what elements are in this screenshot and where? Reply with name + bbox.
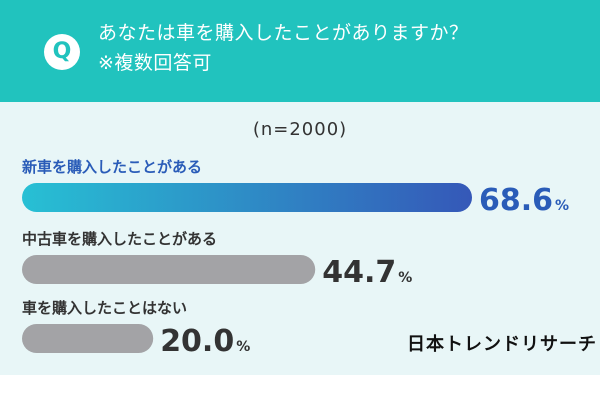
category-label: 新車を購入したことがある [22, 158, 202, 176]
brand-logo: 日本トレンドリサーチ [407, 334, 597, 355]
category-label: 車を購入したことはない [22, 299, 187, 317]
value-label: 68.6% [479, 183, 569, 218]
question-badge: Q [44, 34, 80, 70]
value-label: 44.7% [322, 255, 412, 290]
question-text: あなたは車を購入したことがありますか？ ※複数回答可 [98, 18, 469, 78]
question-note: ※複数回答可 [98, 52, 212, 74]
sample-size: (n=2000) [252, 119, 348, 140]
question-header: Q あなたは車を購入したことがありますか？ ※複数回答可 [0, 0, 600, 102]
bar [22, 324, 154, 353]
value-label: 20.0% [160, 324, 250, 359]
category-label: 中古車を購入したことがある [22, 230, 217, 248]
bar [22, 183, 473, 212]
question-title: あなたは車を購入したことがありますか？ [98, 22, 469, 44]
bar [22, 255, 316, 284]
